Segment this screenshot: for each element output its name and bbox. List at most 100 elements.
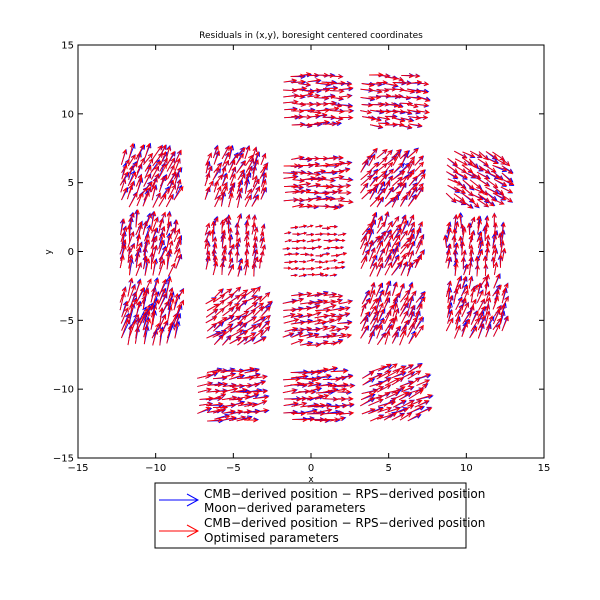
arrow-optimised bbox=[399, 243, 409, 255]
arrow-optimised bbox=[291, 297, 305, 303]
arrow-optimised bbox=[142, 278, 152, 297]
arrow-optimised bbox=[222, 409, 236, 415]
arrow-optimised bbox=[244, 368, 260, 374]
arrow-optimised bbox=[447, 309, 454, 324]
arrow-optimised bbox=[392, 76, 404, 82]
arrow-optimised bbox=[407, 148, 419, 159]
arrow-optimised bbox=[282, 246, 291, 250]
arrow-optimised bbox=[359, 311, 370, 325]
arrow-optimised bbox=[330, 245, 339, 250]
arrow-optimised bbox=[158, 211, 166, 228]
arrow-optimised bbox=[361, 408, 376, 415]
arrow-optimised bbox=[175, 235, 182, 249]
arrow-optimised bbox=[259, 315, 271, 325]
arrow-optimised bbox=[385, 161, 394, 172]
arrow-optimised bbox=[485, 234, 491, 249]
arrow-optimised bbox=[151, 244, 158, 263]
arrow-optimised bbox=[339, 115, 354, 121]
arrow-optimised bbox=[252, 146, 258, 159]
arrow-optimised bbox=[477, 249, 484, 262]
arrow-optimised bbox=[470, 230, 475, 243]
arrow-optimised bbox=[244, 145, 251, 160]
arrow-optimised bbox=[151, 210, 157, 227]
arrow-optimised bbox=[291, 266, 299, 271]
arrow-optimised bbox=[399, 214, 407, 228]
arrow-optimised bbox=[376, 290, 385, 303]
arrow-optimised bbox=[376, 262, 383, 277]
arrow-optimised bbox=[230, 401, 245, 407]
arrow-optimised bbox=[261, 244, 266, 256]
arrow-optimised bbox=[329, 273, 337, 277]
arrow-optimised bbox=[128, 254, 134, 269]
arrow-optimised bbox=[144, 165, 152, 179]
arrow-optimised bbox=[369, 254, 377, 269]
arrow-optimised bbox=[158, 232, 166, 250]
arrow-optimised bbox=[414, 227, 421, 242]
arrow-optimised bbox=[165, 194, 173, 208]
arrow-optimised bbox=[151, 227, 158, 242]
arrow-optimised bbox=[407, 214, 415, 227]
arrow-optimised bbox=[166, 211, 172, 229]
arrow-optimised bbox=[384, 196, 395, 207]
arrow-optimised bbox=[338, 199, 354, 205]
arrow-optimised bbox=[406, 156, 415, 167]
x-tick-label: −15 bbox=[67, 463, 88, 474]
arrow-optimised bbox=[383, 229, 393, 242]
arrow-optimised bbox=[205, 316, 218, 324]
arrow-optimised bbox=[392, 228, 402, 242]
arrow-optimised bbox=[245, 165, 252, 180]
arrow-optimised bbox=[392, 241, 400, 255]
arrow-optimised bbox=[221, 173, 228, 187]
arrow-optimised bbox=[252, 159, 259, 174]
arrow-optimised bbox=[167, 287, 174, 304]
arrow-optimised bbox=[158, 225, 166, 241]
arrow-optimised bbox=[415, 303, 423, 318]
arrow-optimised bbox=[323, 267, 331, 271]
arrow-optimised bbox=[463, 263, 469, 276]
arrow-optimised bbox=[329, 258, 338, 263]
arrow-optimised bbox=[261, 172, 267, 187]
arrow-optimised bbox=[245, 157, 254, 173]
arrow-optimised bbox=[205, 371, 218, 379]
arrow-optimised bbox=[300, 231, 307, 235]
arrow-optimised bbox=[329, 74, 344, 79]
arrow-optimised bbox=[197, 387, 212, 393]
arrow-optimised bbox=[406, 109, 421, 114]
arrow-optimised bbox=[314, 260, 323, 264]
arrow-optimised bbox=[400, 261, 408, 276]
arrow-optimised bbox=[253, 316, 265, 324]
arrow-optimised bbox=[283, 318, 300, 324]
arrow-optimised bbox=[253, 306, 264, 317]
arrow-optimised bbox=[376, 384, 392, 393]
arrow-optimised bbox=[173, 185, 184, 201]
arrow-optimised bbox=[408, 405, 424, 414]
arrow-optimised bbox=[135, 286, 145, 305]
arrow-optimised bbox=[476, 231, 483, 242]
arrow-optimised bbox=[283, 312, 296, 318]
arrow-optimised bbox=[462, 186, 474, 197]
arrow-optimised bbox=[461, 318, 471, 332]
arrow-optimised bbox=[237, 169, 244, 181]
arrow-optimised bbox=[392, 292, 400, 304]
arrow-optimised bbox=[314, 373, 332, 380]
arrow-optimised bbox=[226, 214, 232, 229]
arrow-optimised bbox=[360, 393, 375, 401]
arrow-optimised bbox=[384, 280, 391, 297]
arrow-optimised bbox=[253, 408, 269, 413]
arrow-optimised bbox=[214, 288, 224, 298]
arrow-optimised bbox=[251, 194, 260, 207]
arrow-optimised bbox=[307, 311, 322, 318]
arrow-optimised bbox=[252, 400, 268, 408]
arrow-optimised bbox=[315, 408, 333, 414]
arrow-optimised bbox=[462, 200, 473, 209]
arrow-optimised bbox=[290, 252, 300, 256]
arrow-optimised bbox=[314, 119, 330, 125]
arrow-optimised bbox=[284, 252, 293, 256]
arrow-optimised bbox=[377, 308, 385, 324]
arrow-optimised bbox=[338, 177, 353, 183]
arrow-optimised bbox=[447, 157, 459, 166]
arrow-optimised bbox=[292, 178, 305, 184]
arrow-optimised bbox=[385, 186, 394, 200]
arrow-optimised bbox=[143, 317, 151, 338]
arrow-optimised bbox=[330, 238, 339, 242]
